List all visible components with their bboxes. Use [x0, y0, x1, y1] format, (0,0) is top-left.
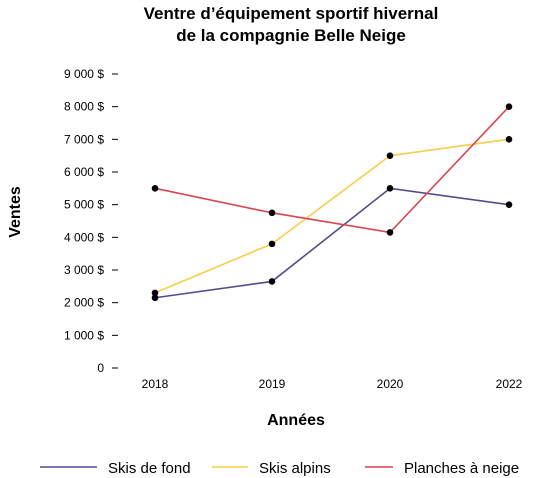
data-point-series-0 [151, 294, 159, 302]
y-tick-label: 3 000 $ [64, 263, 104, 277]
data-point-series-0 [505, 201, 513, 208]
series-line-1 [154, 138, 510, 294]
y-axis-title: Ventes [7, 186, 24, 238]
data-point-series-2 [268, 209, 276, 217]
data-point-series-0 [386, 185, 394, 192]
y-axis: 0 1 000 $ 2 000 $ 3 000 $ 4 000 $ 5 000 $ 6 00… [64, 67, 118, 375]
y-tick-label: 0 [97, 361, 104, 375]
data-point-series-1 [505, 136, 513, 143]
series-lines [154, 106, 510, 299]
data-points [151, 103, 513, 302]
legend-label-0: Skis de fond [108, 460, 191, 477]
x-tick-label: 2018 [142, 377, 169, 391]
y-tick-label: 8 000 $ [64, 100, 104, 114]
y-tick-label: 5 000 $ [64, 198, 104, 212]
legend: Skis de fond Skis alpins Planches à neige [40, 460, 519, 477]
x-tick-label: 2022 [496, 377, 523, 391]
y-tick-label: 4 000 $ [64, 230, 104, 244]
y-tick-label: 6 000 $ [64, 165, 104, 179]
data-point-series-1 [386, 152, 394, 159]
data-point-series-2 [151, 185, 159, 192]
data-point-series-2 [505, 103, 513, 110]
data-point-series-1 [268, 240, 276, 248]
legend-label-2: Planches à neige [404, 460, 519, 477]
legend-label-1: Skis alpins [259, 460, 331, 477]
x-axis: 2018 2019 2020 2022 [142, 377, 523, 391]
y-tick-label: 9 000 $ [64, 67, 104, 81]
chart-title-line-1: Ventre d’équipement sportif hivernal [144, 4, 439, 23]
x-tick-label: 2020 [377, 377, 404, 391]
data-point-series-0 [268, 278, 276, 285]
y-tick-label: 7 000 $ [64, 132, 104, 146]
x-tick-label: 2019 [259, 377, 286, 391]
y-tick-label: 1 000 $ [64, 328, 104, 342]
y-tick-label: 2 000 $ [64, 296, 104, 310]
chart-title-line-2: de la compagnie Belle Neige [176, 26, 406, 45]
series-line-0 [154, 187, 510, 299]
series-line-2 [154, 106, 510, 234]
x-axis-title: Années [267, 412, 325, 429]
data-point-series-1 [151, 289, 159, 297]
data-point-series-2 [386, 229, 394, 236]
